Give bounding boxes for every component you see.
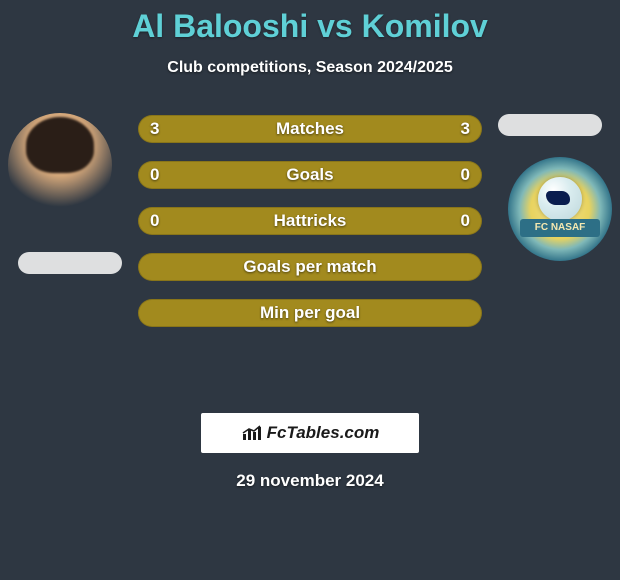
comparison-stage: FC NASAF 3 Matches 3 0 Goals 0 0 Hattric… (0, 97, 620, 397)
stat-right-value: 0 (461, 161, 470, 189)
stat-label: Min per goal (138, 299, 482, 327)
stat-label: Hattricks (138, 207, 482, 235)
snapshot-date: 29 november 2024 (0, 471, 620, 491)
stat-label: Goals (138, 161, 482, 189)
stat-right-value: 3 (461, 115, 470, 143)
stat-label: Goals per match (138, 253, 482, 281)
stat-right-value: 0 (461, 207, 470, 235)
stat-bars: 3 Matches 3 0 Goals 0 0 Hattricks 0 Goal… (138, 115, 482, 345)
brand-text: FcTables.com (267, 423, 380, 443)
player-right-club-pill (498, 114, 602, 136)
player-left-avatar (8, 113, 112, 217)
player-left-club-pill (18, 252, 122, 274)
stat-row-min-per-goal: Min per goal (138, 299, 482, 327)
bar-chart-icon (241, 424, 263, 442)
stat-label: Matches (138, 115, 482, 143)
page-title: Al Balooshi vs Komilov (0, 0, 620, 45)
stat-row-goals-per-match: Goals per match (138, 253, 482, 281)
brand-badge: FcTables.com (201, 413, 419, 453)
stat-row-goals: 0 Goals 0 (138, 161, 482, 189)
club-badge-text: FC NASAF (520, 219, 600, 237)
player-right-club-badge: FC NASAF (508, 157, 612, 261)
stat-row-matches: 3 Matches 3 (138, 115, 482, 143)
stat-row-hattricks: 0 Hattricks 0 (138, 207, 482, 235)
globe-icon (538, 177, 582, 221)
page-subtitle: Club competitions, Season 2024/2025 (0, 59, 620, 77)
